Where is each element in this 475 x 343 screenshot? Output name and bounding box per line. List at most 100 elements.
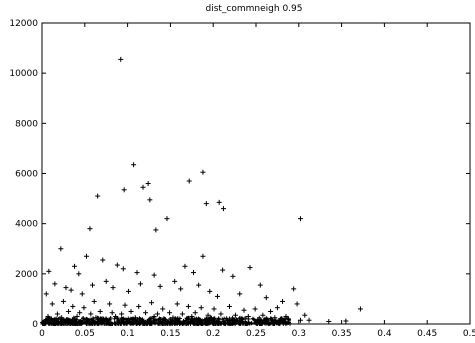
dense-point xyxy=(123,317,128,322)
data-point xyxy=(237,291,243,297)
dense-point xyxy=(50,318,55,323)
dense-point xyxy=(249,321,254,326)
data-point xyxy=(306,317,312,323)
dense-point xyxy=(230,318,235,323)
data-point xyxy=(109,310,115,316)
x-tick-label: 0.4 xyxy=(377,329,392,339)
data-point xyxy=(185,303,191,309)
y-tick-label: 10000 xyxy=(9,69,38,79)
dense-point xyxy=(131,318,136,323)
x-tick-label: 0.25 xyxy=(246,329,266,339)
data-point xyxy=(226,316,232,322)
data-point xyxy=(160,306,166,312)
dense-point xyxy=(68,318,73,323)
data-point xyxy=(192,310,198,316)
dense-point xyxy=(42,321,47,326)
data-point xyxy=(72,263,78,269)
data-point xyxy=(153,227,159,233)
data-point xyxy=(157,283,163,289)
dense-point xyxy=(138,317,143,322)
data-point xyxy=(122,302,128,308)
data-point xyxy=(66,308,72,314)
data-point xyxy=(252,306,258,312)
axes: 0 0.05 0.1 0.15 0.2 0.25 0.3 0.35 0.4 0.45 0.5 0 200… xyxy=(9,19,475,339)
data-point xyxy=(283,313,289,319)
y-tick-label: 8000 xyxy=(15,119,38,129)
x-tick-label: 0.5 xyxy=(463,329,475,339)
data-point xyxy=(286,316,292,322)
data-point xyxy=(70,303,76,309)
data-point xyxy=(131,162,137,168)
data-point xyxy=(43,291,49,297)
data-point xyxy=(121,187,127,193)
x-tick-label: 0 xyxy=(39,329,45,339)
data-point xyxy=(97,308,103,314)
data-point xyxy=(118,56,124,62)
dense-point xyxy=(225,321,230,326)
dense-point xyxy=(184,316,189,321)
data-point xyxy=(294,301,300,307)
dense-point xyxy=(49,318,54,323)
data-point xyxy=(149,300,155,306)
dense-point xyxy=(71,315,76,320)
dense-point xyxy=(166,320,171,325)
data-point xyxy=(151,272,157,278)
data-point xyxy=(58,246,64,252)
data-point xyxy=(107,301,113,307)
data-point xyxy=(232,312,238,318)
x-tick-label: 0.1 xyxy=(120,329,134,339)
dense-point xyxy=(116,318,121,323)
x-tick-label: 0.35 xyxy=(332,329,352,339)
dense-point xyxy=(84,317,89,322)
data-point xyxy=(170,315,176,321)
data-point xyxy=(263,295,269,301)
data-point xyxy=(200,253,206,259)
data-point xyxy=(49,301,55,307)
data-point xyxy=(81,305,87,311)
data-point xyxy=(214,293,220,299)
dense-point xyxy=(213,320,218,325)
data-point xyxy=(136,303,142,309)
data-point xyxy=(272,315,278,321)
dense-point xyxy=(145,321,150,326)
data-point xyxy=(63,285,69,291)
data-point xyxy=(145,181,151,187)
data-point xyxy=(88,311,94,317)
data-point xyxy=(155,311,161,317)
data-point xyxy=(260,312,266,318)
dense-point xyxy=(102,318,107,323)
dense-point xyxy=(130,321,135,326)
dense-point xyxy=(211,316,216,321)
dense-point xyxy=(73,319,78,324)
dense-point xyxy=(202,317,207,322)
data-point xyxy=(54,311,60,317)
x-tick-label: 0.15 xyxy=(160,329,180,339)
dense-point xyxy=(198,318,203,323)
dense-point xyxy=(175,318,180,323)
data-point xyxy=(208,315,214,321)
x-tick-label: 0.2 xyxy=(206,329,220,339)
data-point xyxy=(90,282,96,288)
dense-point xyxy=(235,318,240,323)
data-point xyxy=(241,307,247,313)
plot-frame xyxy=(41,22,471,325)
data-point xyxy=(216,199,222,205)
data-point xyxy=(174,301,180,307)
x-tick-label: 0.3 xyxy=(292,329,306,339)
dense-point xyxy=(222,316,227,321)
dense-point xyxy=(236,321,241,326)
data-point xyxy=(178,286,184,292)
dense-point xyxy=(78,321,83,326)
data-point xyxy=(302,312,308,318)
data-point xyxy=(182,263,188,269)
data-point xyxy=(291,286,297,292)
dense-point xyxy=(183,318,188,323)
data-point xyxy=(119,311,125,317)
data-point xyxy=(357,306,363,312)
data-point xyxy=(100,257,106,263)
data-points xyxy=(43,56,363,324)
data-point xyxy=(230,273,236,279)
dense-point xyxy=(91,319,96,324)
dense-point xyxy=(268,316,273,321)
